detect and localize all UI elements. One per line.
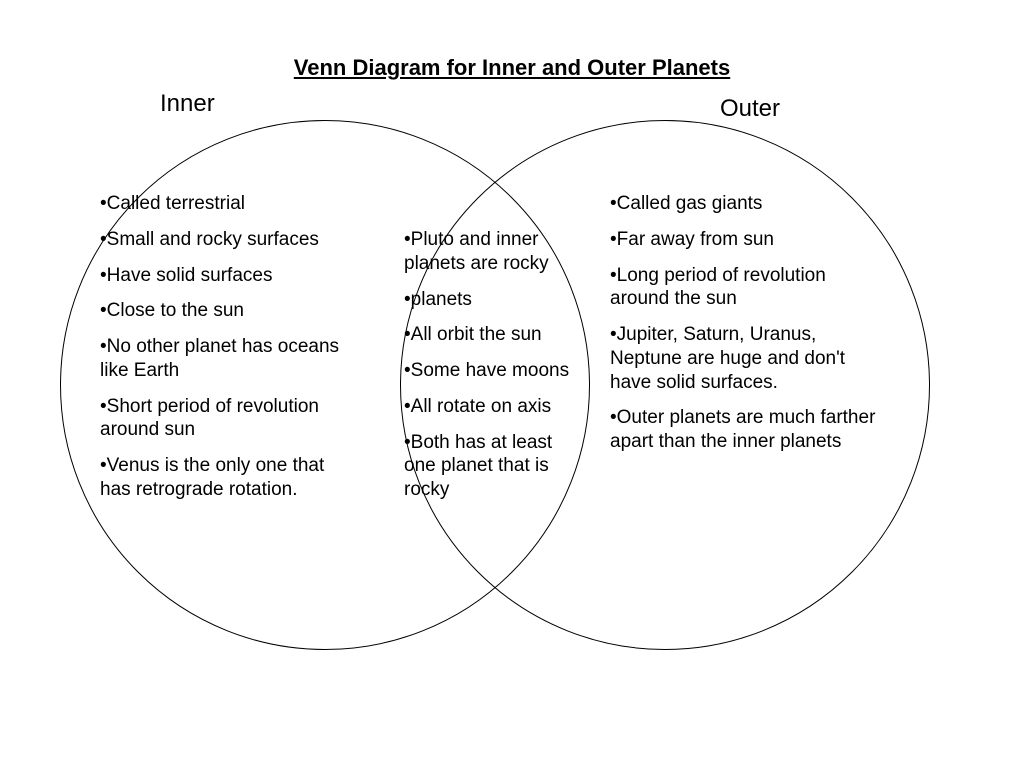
item-text: No other planet has oceans like Earth [100,336,339,381]
list-item: •Far away from sun [610,228,880,252]
list-item: •Pluto and inner planets are rocky [404,228,584,276]
label-inner: Inner [160,90,215,118]
list-item: •Called gas giants [610,192,880,216]
list-item: •Small and rocky surfaces [100,228,350,252]
list-item: •Close to the sun [100,299,350,323]
list-item: •Some have moons [404,359,584,383]
list-item: •All orbit the sun [404,323,584,347]
item-text: Jupiter, Saturn, Uranus, Neptune are hug… [610,324,845,393]
list-item: •Have solid surfaces [100,264,350,288]
item-text: Long period of revolution around the sun [610,265,826,310]
list-item: •Long period of revolution around the su… [610,264,880,312]
list-item: •Called terrestrial [100,192,350,216]
item-text: Both has at least one planet that is roc… [404,432,552,501]
list-item: •Both has at least one planet that is ro… [404,431,584,502]
item-text: All orbit the sun [411,324,542,345]
item-text: Pluto and inner planets are rocky [404,229,549,274]
item-text: Called terrestrial [107,193,245,214]
list-item: •Jupiter, Saturn, Uranus, Neptune are hu… [610,323,880,394]
list-item: •No other planet has oceans like Earth [100,335,350,383]
item-text: Called gas giants [617,193,763,214]
diagram-title: Venn Diagram for Inner and Outer Planets [0,55,1024,81]
list-item: •Short period of revolution around sun [100,395,350,443]
item-text: Close to the sun [107,300,244,321]
item-text: Outer planets are much farther apart tha… [610,407,875,452]
item-text: Far away from sun [617,229,774,250]
item-text: Some have moons [411,360,569,381]
label-outer: Outer [720,95,780,123]
item-text: Venus is the only one that has retrograd… [100,455,324,500]
inner-list: •Called terrestrial •Small and rocky sur… [100,192,350,514]
list-item: •Outer planets are much farther apart th… [610,406,880,454]
list-item: •planets [404,288,584,312]
item-text: All rotate on axis [411,396,551,417]
item-text: Small and rocky surfaces [107,229,319,250]
outer-list: •Called gas giants •Far away from sun •L… [610,192,880,466]
list-item: •All rotate on axis [404,395,584,419]
list-item: •Venus is the only one that has retrogra… [100,454,350,502]
item-text: planets [411,289,472,310]
both-list: •Pluto and inner planets are rocky •plan… [404,228,584,514]
item-text: Short period of revolution around sun [100,396,319,441]
item-text: Have solid surfaces [107,265,273,286]
